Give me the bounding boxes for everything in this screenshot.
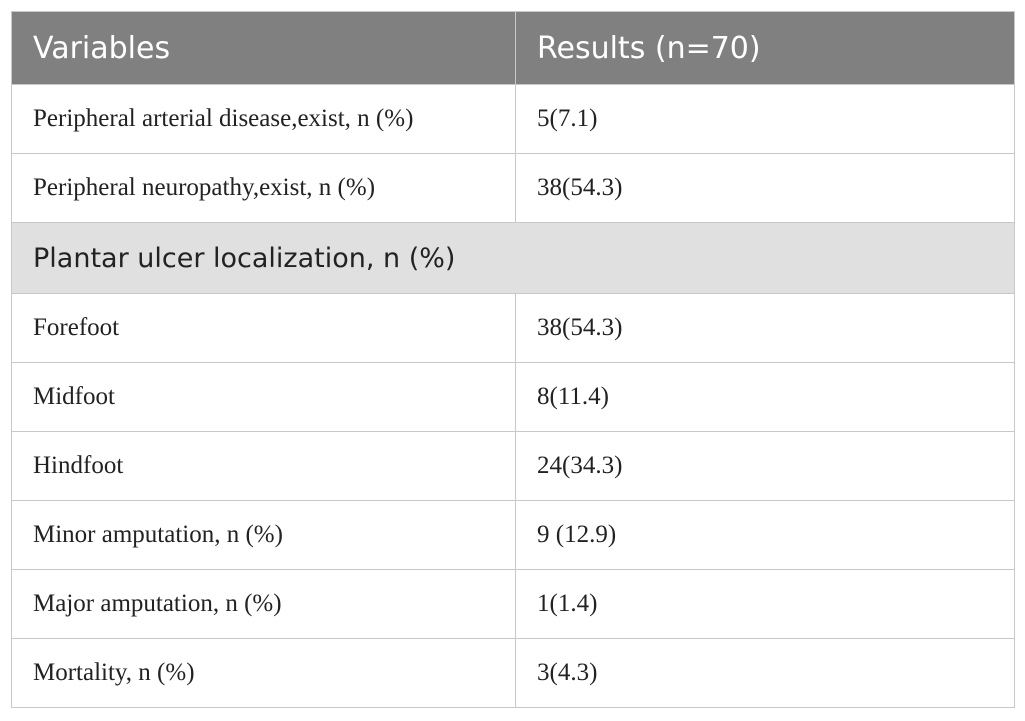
variable-cell: Hindfoot xyxy=(11,431,516,501)
result-cell: 24(34.3) xyxy=(515,431,1015,501)
result-cell: 1(1.4) xyxy=(515,569,1015,639)
table-row: Peripheral arterial disease,exist, n (%)… xyxy=(11,84,1015,154)
table-row: Mortality, n (%) 3(4.3) xyxy=(11,638,1015,708)
header-cell: Variables xyxy=(11,11,516,85)
variable-cell: Minor amputation, n (%) xyxy=(11,500,516,570)
variable-cell: Peripheral neuropathy,exist, n (%) xyxy=(11,153,516,223)
section-cell: Plantar ulcer localization, n (%) xyxy=(11,222,1015,294)
variable-cell: Major amputation, n (%) xyxy=(11,569,516,639)
result-cell: 38(54.3) xyxy=(515,153,1015,223)
variable-cell: Peripheral arterial disease,exist, n (%) xyxy=(11,84,516,154)
result-cell: 8(11.4) xyxy=(515,362,1015,432)
table-row: Forefoot 38(54.3) xyxy=(11,293,1015,363)
results-table: Variables Results (n=70) Peripheral arte… xyxy=(11,11,1015,708)
section-row: Plantar ulcer localization, n (%) xyxy=(11,222,1015,294)
result-cell: 5(7.1) xyxy=(515,84,1015,154)
variable-cell: Midfoot xyxy=(11,362,516,432)
table-row: Major amputation, n (%) 1(1.4) xyxy=(11,569,1015,639)
result-cell: 9 (12.9) xyxy=(515,500,1015,570)
variable-cell: Forefoot xyxy=(11,293,516,363)
table-row: Hindfoot 24(34.3) xyxy=(11,431,1015,501)
table-header: Variables Results (n=70) xyxy=(11,11,1015,85)
header-row: Variables Results (n=70) xyxy=(11,11,1015,85)
variable-cell: Mortality, n (%) xyxy=(11,638,516,708)
result-cell: 3(4.3) xyxy=(515,638,1015,708)
table-body: Peripheral arterial disease,exist, n (%)… xyxy=(11,84,1015,708)
table-row: Minor amputation, n (%) 9 (12.9) xyxy=(11,500,1015,570)
header-cell: Results (n=70) xyxy=(515,11,1015,85)
table-row: Midfoot 8(11.4) xyxy=(11,362,1015,432)
table-row: Peripheral neuropathy,exist, n (%) 38(54.… xyxy=(11,153,1015,223)
result-cell: 38(54.3) xyxy=(515,293,1015,363)
